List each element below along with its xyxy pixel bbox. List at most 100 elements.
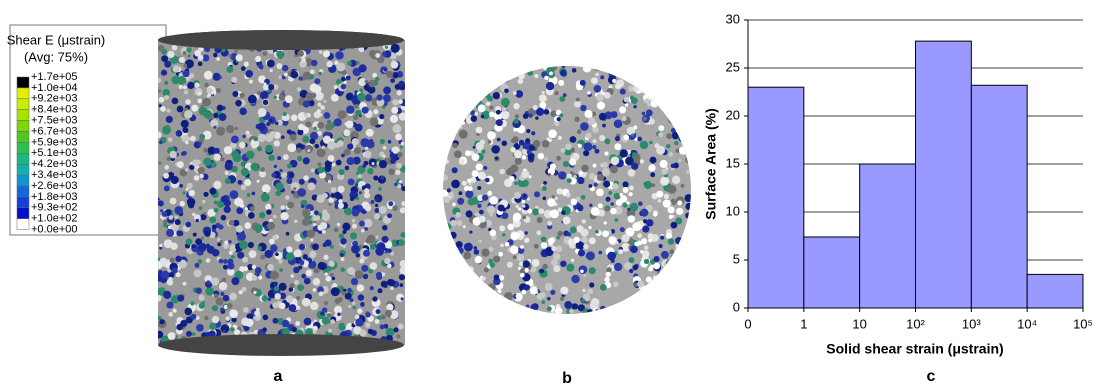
grain xyxy=(489,262,496,268)
legend-swatch xyxy=(16,163,30,176)
grain xyxy=(661,168,668,175)
grain xyxy=(477,203,482,208)
grain xyxy=(388,279,396,287)
grain xyxy=(613,281,619,288)
grain xyxy=(464,150,471,157)
grain xyxy=(554,120,560,127)
grain xyxy=(321,145,326,150)
grain xyxy=(242,134,246,138)
grain xyxy=(571,68,577,73)
grain xyxy=(389,114,399,123)
grain xyxy=(243,266,249,272)
grain xyxy=(349,232,358,240)
grain xyxy=(169,197,177,205)
grain xyxy=(548,237,555,245)
grain xyxy=(264,249,273,259)
grain xyxy=(224,240,229,245)
grain xyxy=(521,170,530,179)
grain xyxy=(502,233,506,237)
grain xyxy=(392,147,399,154)
grain xyxy=(251,274,258,281)
grain xyxy=(358,78,367,87)
grain xyxy=(359,258,365,264)
grain xyxy=(514,181,518,186)
grain xyxy=(467,66,477,71)
grain xyxy=(263,82,267,86)
grain xyxy=(592,163,597,168)
legend-label: +1.7e+05 xyxy=(31,71,78,83)
grain xyxy=(650,172,656,178)
grain xyxy=(542,196,547,201)
grain xyxy=(369,262,378,270)
grain xyxy=(167,50,175,59)
grain xyxy=(534,73,539,79)
grain xyxy=(574,100,581,108)
grain xyxy=(368,80,376,88)
grain xyxy=(379,114,385,120)
grain xyxy=(357,308,363,314)
grain xyxy=(526,128,531,134)
grain xyxy=(487,130,496,140)
grain xyxy=(649,78,654,82)
grain xyxy=(213,207,219,213)
grain xyxy=(495,119,503,127)
grain xyxy=(574,116,580,122)
grain xyxy=(198,302,205,309)
grain xyxy=(556,155,561,161)
legend-title: Shear E (μstrain) xyxy=(7,32,106,47)
grain xyxy=(195,218,199,223)
grain xyxy=(581,298,586,303)
grain xyxy=(517,78,524,84)
grain xyxy=(268,84,275,91)
grain xyxy=(346,105,355,114)
grain xyxy=(278,75,282,79)
grain xyxy=(547,198,556,207)
grain xyxy=(464,96,472,104)
grain xyxy=(334,298,341,304)
grain xyxy=(505,309,511,314)
grain xyxy=(657,87,661,91)
grain xyxy=(322,307,328,313)
grain xyxy=(525,138,531,144)
grain xyxy=(604,111,613,120)
grain xyxy=(213,180,222,190)
grain xyxy=(188,189,196,197)
grain xyxy=(637,136,643,142)
grain xyxy=(569,226,577,234)
grain xyxy=(556,235,560,240)
grain xyxy=(476,132,480,137)
grain xyxy=(206,94,210,98)
grain xyxy=(358,114,362,118)
grain xyxy=(294,251,299,256)
grain xyxy=(168,215,174,220)
grain xyxy=(322,50,331,58)
y-tick-label: 5 xyxy=(733,251,740,266)
grain xyxy=(215,297,224,306)
grain xyxy=(200,213,207,221)
grain xyxy=(656,99,662,106)
grain xyxy=(381,51,387,57)
grain xyxy=(685,202,691,211)
grain xyxy=(208,330,216,338)
grain xyxy=(626,126,636,136)
grain xyxy=(303,175,309,181)
grain xyxy=(443,149,448,156)
bar xyxy=(859,163,917,309)
grain xyxy=(312,243,319,251)
grain xyxy=(360,228,365,233)
grain xyxy=(309,207,313,211)
grain xyxy=(163,223,168,228)
grain xyxy=(243,61,249,67)
grain xyxy=(614,143,622,151)
grain xyxy=(182,51,187,56)
grain xyxy=(378,205,387,214)
grain xyxy=(577,304,585,312)
grain xyxy=(584,109,593,118)
grain xyxy=(603,221,607,225)
grain xyxy=(474,277,481,284)
grain xyxy=(480,114,485,119)
grain xyxy=(345,75,351,81)
grain xyxy=(596,173,605,182)
grain xyxy=(488,258,493,264)
grain xyxy=(673,290,680,297)
